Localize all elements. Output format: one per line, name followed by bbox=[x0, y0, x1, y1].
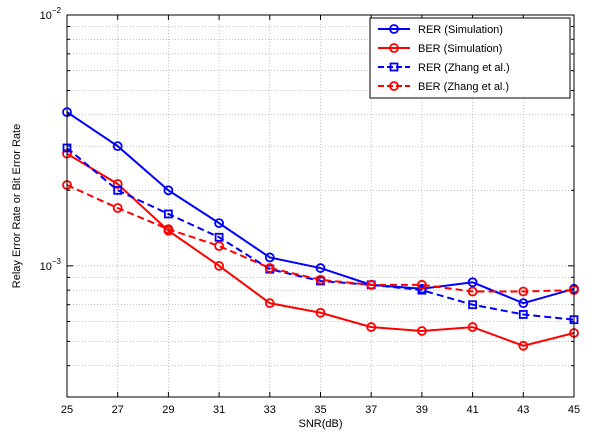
legend-marker bbox=[389, 62, 399, 72]
data-point bbox=[467, 277, 478, 288]
data-point bbox=[264, 263, 275, 273]
data-point bbox=[163, 185, 174, 196]
x-tick-label: 33 bbox=[264, 404, 276, 416]
x-tick-label: 31 bbox=[213, 404, 225, 416]
x-tick-label: 45 bbox=[568, 404, 580, 416]
legend-entry: RER (Zhang et al.) bbox=[378, 62, 510, 74]
data-point bbox=[264, 298, 275, 309]
data-point bbox=[467, 286, 478, 297]
legend-marker bbox=[389, 81, 399, 91]
data-point bbox=[315, 263, 326, 273]
data-point bbox=[417, 285, 427, 295]
series-line bbox=[66, 111, 575, 305]
series-line bbox=[66, 184, 575, 293]
data-point bbox=[518, 286, 529, 297]
x-tick-label: 29 bbox=[162, 404, 174, 416]
legend-entry: BER (Zhang et al.) bbox=[378, 81, 509, 93]
legend-marker bbox=[389, 43, 399, 53]
data-point bbox=[468, 300, 478, 310]
data-point bbox=[214, 241, 225, 251]
x-axis-label: SNR(dB) bbox=[298, 418, 342, 430]
x-tick-label: 25 bbox=[61, 404, 73, 416]
data-point bbox=[366, 279, 377, 290]
x-tick-label: 27 bbox=[112, 404, 124, 416]
y-tick-label-base: 10 bbox=[40, 261, 52, 273]
legend-label: RER (Simulation) bbox=[418, 24, 503, 36]
grid bbox=[67, 15, 574, 397]
legend: RER (Simulation) BER (Simulation) RER (Zha… bbox=[369, 17, 571, 99]
y-tick-label-exponent: −3 bbox=[52, 257, 62, 266]
x-tick-label: 37 bbox=[365, 404, 377, 416]
data-point bbox=[163, 224, 174, 235]
legend-label: BER (Simulation) bbox=[418, 43, 502, 55]
y-axis-label: Relay Error Rate or Bit Error Rate bbox=[11, 124, 23, 288]
y-tick-label: 10−2 bbox=[40, 6, 62, 22]
data-point bbox=[264, 252, 275, 263]
data-point bbox=[315, 307, 326, 318]
data-point bbox=[467, 322, 478, 332]
legend-entry: RER (Simulation) bbox=[378, 24, 503, 36]
data-point bbox=[518, 340, 529, 351]
data-point bbox=[214, 218, 225, 229]
legend-label: BER (Zhang et al.) bbox=[418, 81, 509, 93]
data-point bbox=[416, 279, 427, 290]
x-tick-label: 43 bbox=[517, 404, 529, 416]
data-point bbox=[366, 322, 377, 332]
y-tick-label-exponent: −2 bbox=[52, 6, 62, 15]
data-point bbox=[112, 179, 123, 189]
x-tick-label: 41 bbox=[466, 404, 478, 416]
data-point bbox=[214, 260, 225, 271]
series-layer bbox=[62, 107, 579, 351]
data-point bbox=[518, 298, 529, 309]
data-point bbox=[112, 141, 123, 152]
series-line bbox=[66, 152, 575, 347]
y-tick-label-base: 10 bbox=[40, 10, 52, 22]
data-point bbox=[113, 185, 123, 195]
legend-entry: BER (Simulation) bbox=[378, 43, 502, 55]
legend-marker bbox=[389, 24, 399, 34]
data-point bbox=[214, 232, 224, 242]
data-point bbox=[315, 274, 326, 285]
legend-box bbox=[369, 17, 571, 99]
series-4 bbox=[62, 180, 579, 297]
data-point bbox=[112, 203, 123, 213]
data-point bbox=[416, 326, 427, 336]
data-point bbox=[163, 209, 173, 219]
series-line bbox=[66, 147, 575, 321]
x-tick-label: 39 bbox=[416, 404, 428, 416]
y-tick-label: 10−3 bbox=[40, 257, 62, 273]
x-tick-label: 35 bbox=[314, 404, 326, 416]
legend-label: RER (Zhang et al.) bbox=[418, 62, 510, 74]
data-point bbox=[518, 310, 528, 319]
